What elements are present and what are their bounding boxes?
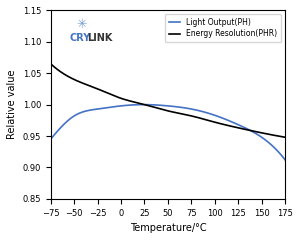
Legend: Light Output(PH), Energy Resolution(PHR): Light Output(PH), Energy Resolution(PHR) <box>165 14 281 42</box>
X-axis label: Temperature/°C: Temperature/°C <box>130 223 206 233</box>
Text: LINK: LINK <box>87 33 112 43</box>
Text: CRY: CRY <box>70 33 91 43</box>
Text: ✳: ✳ <box>76 18 86 31</box>
Y-axis label: Relative value: Relative value <box>7 70 17 139</box>
